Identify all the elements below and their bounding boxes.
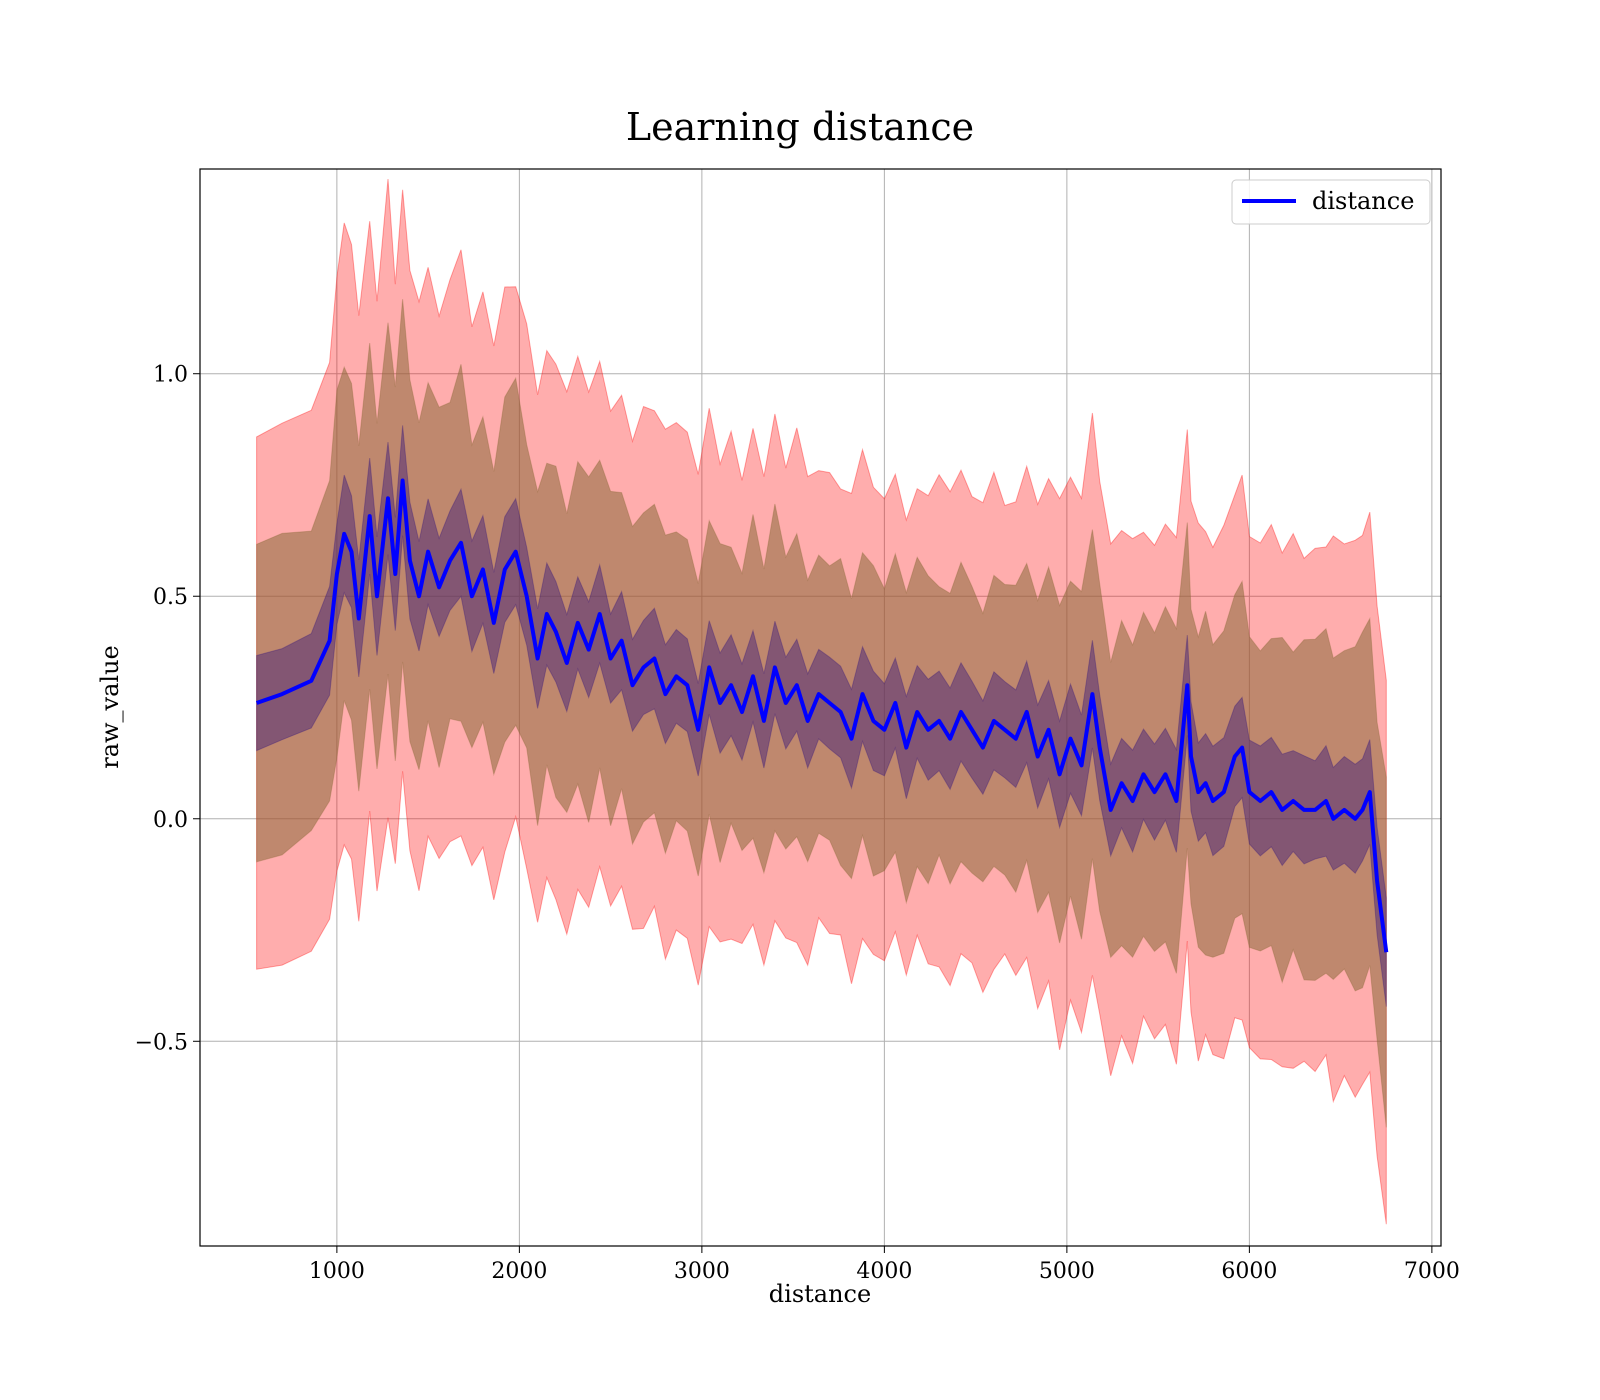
axis-ticks: 1000 2000 3000 4000 5000 6000 7000 −0.5 0.0 0.5 1.… [135,363,1460,1284]
series-line-distance [255,478,1389,953]
y-tick-label: 0.5 [153,585,188,610]
y-axis-label: raw_value [96,645,124,769]
y-tick-label: 1.0 [153,363,188,388]
x-tick-label: 2000 [491,1259,547,1284]
confidence-band-3 [256,425,1387,1007]
confidence-band-2 [256,299,1387,1128]
x-tick-label: 6000 [1221,1259,1277,1284]
x-tick-label: 3000 [674,1259,730,1284]
chart-title: Learning distance [626,105,974,149]
legend: distance [1231,179,1431,225]
x-tick-label: 7000 [1404,1259,1460,1284]
legend-box [1231,179,1431,225]
legend-entry-distance: distance [1312,187,1414,215]
x-tick-label: 5000 [1039,1259,1095,1284]
y-tick-label: 0.0 [153,808,188,833]
plot-frame [199,168,1442,1247]
x-tick-label: 1000 [309,1259,365,1284]
x-tick-label: 4000 [856,1259,912,1284]
y-tick-label: −0.5 [135,1030,188,1055]
confidence-bands [256,178,1387,1225]
x-axis-label: distance [769,1280,871,1308]
series-lines [255,478,1389,953]
